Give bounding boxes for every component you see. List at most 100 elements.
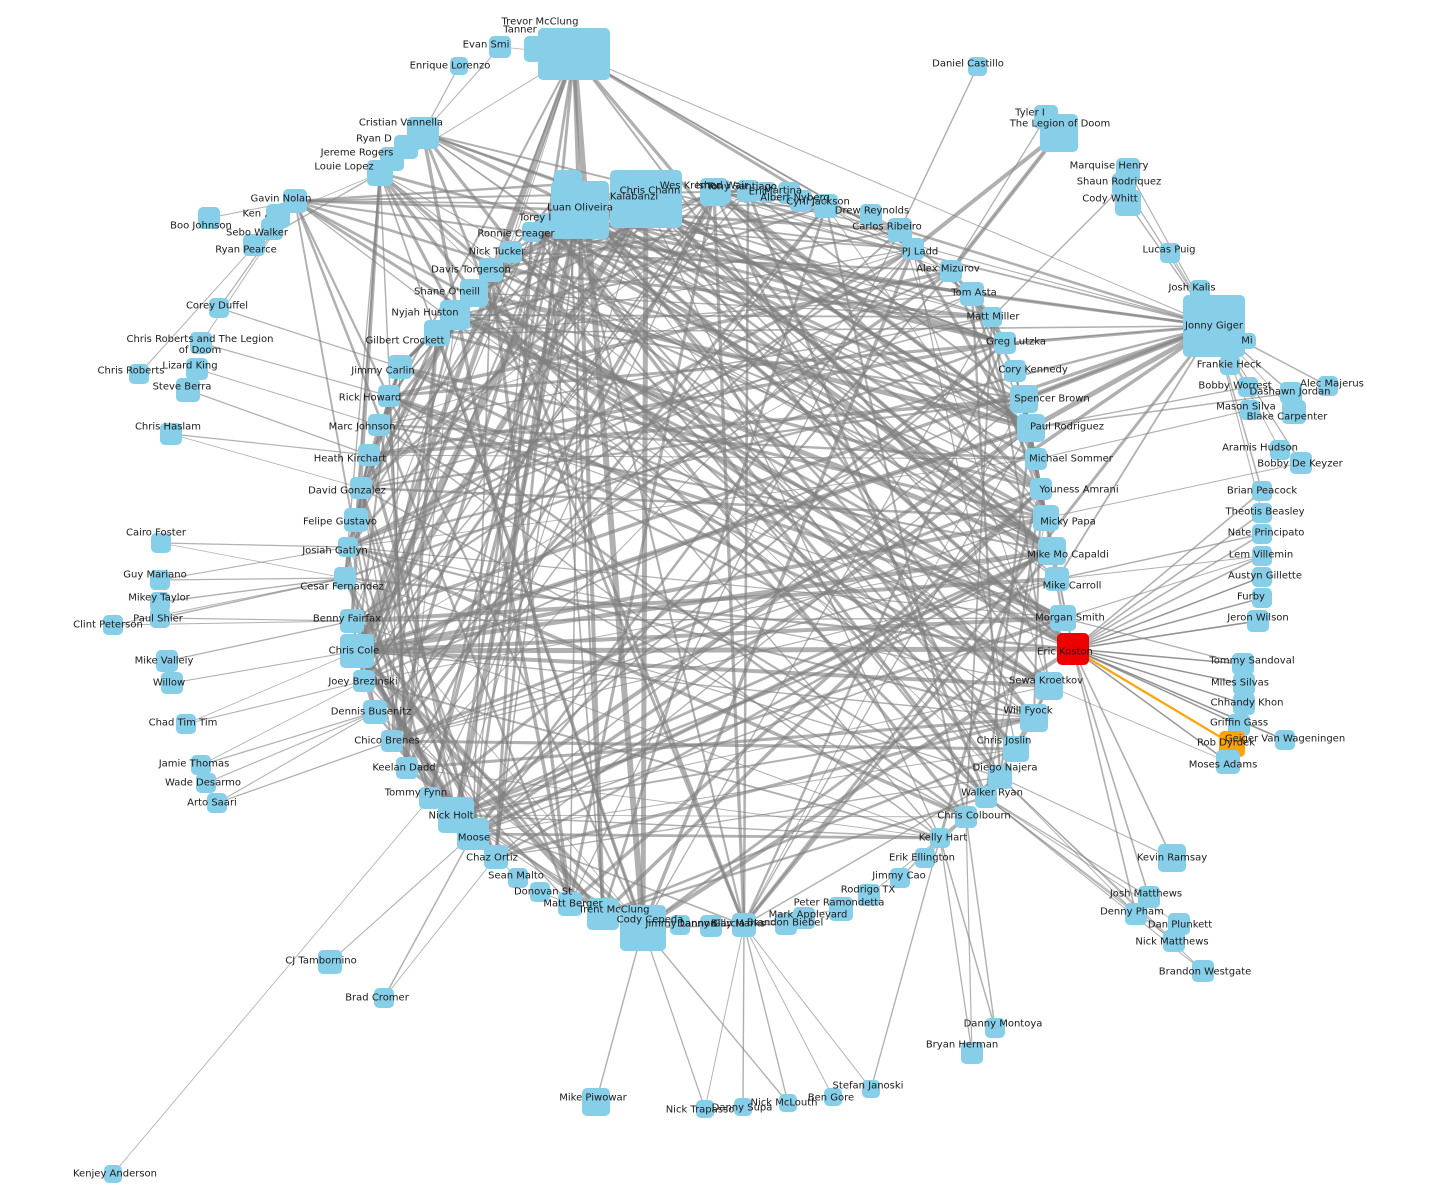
graph-node[interactable] (104, 1165, 122, 1183)
graph-node[interactable] (419, 787, 441, 809)
graph-node[interactable] (1220, 355, 1240, 375)
graph-node[interactable] (1252, 546, 1272, 566)
graph-node[interactable] (793, 907, 815, 929)
graph-node[interactable] (190, 332, 212, 354)
graph-node[interactable] (1040, 114, 1078, 152)
graph-node[interactable] (381, 730, 403, 752)
graph-node[interactable] (930, 828, 950, 848)
graph-node[interactable] (1138, 886, 1160, 908)
graph-node[interactable] (344, 508, 368, 532)
graph-node[interactable] (1216, 750, 1240, 774)
graph-node[interactable] (176, 714, 196, 734)
graph-node[interactable] (1233, 693, 1255, 715)
graph-node[interactable] (734, 1098, 752, 1116)
graph-node[interactable] (700, 915, 722, 937)
graph-node[interactable] (340, 609, 364, 633)
graph-node[interactable] (1010, 385, 1038, 413)
graph-node[interactable] (1163, 930, 1185, 952)
graph-node[interactable] (161, 672, 183, 694)
graph-node[interactable] (902, 238, 924, 260)
graph-node[interactable] (1318, 376, 1338, 396)
graph-node[interactable] (1192, 960, 1214, 982)
graph-node[interactable] (522, 222, 542, 242)
graph-node[interactable] (1057, 633, 1089, 665)
graph-node[interactable] (955, 806, 977, 828)
graph-node[interactable] (814, 194, 838, 218)
graph-node[interactable] (994, 332, 1016, 354)
graph-node[interactable] (988, 765, 1012, 789)
graph-node[interactable] (982, 307, 1002, 327)
graph-node[interactable] (1030, 478, 1052, 500)
graph-node[interactable] (696, 1100, 714, 1118)
graph-node[interactable] (707, 180, 731, 204)
graph-node[interactable] (1270, 440, 1290, 460)
graph-node[interactable] (775, 913, 797, 935)
graph-node[interactable] (756, 182, 776, 202)
graph-node[interactable] (457, 818, 489, 850)
graph-node[interactable] (940, 260, 962, 282)
graph-node[interactable] (858, 884, 880, 906)
graph-node[interactable] (209, 298, 229, 318)
graph-node[interactable] (1275, 730, 1295, 750)
graph-node[interactable] (1232, 653, 1254, 675)
graph-node[interactable] (1183, 295, 1245, 357)
graph-node[interactable] (367, 160, 393, 186)
graph-node[interactable] (156, 650, 178, 672)
graph-node[interactable] (103, 615, 123, 635)
graph-node[interactable] (551, 181, 609, 239)
graph-node[interactable] (890, 868, 910, 888)
graph-node[interactable] (732, 913, 756, 937)
graph-node[interactable] (975, 786, 997, 808)
graph-node[interactable] (1050, 605, 1076, 631)
graph-node[interactable] (1003, 736, 1029, 762)
graph-node[interactable] (1017, 414, 1045, 442)
graph-node[interactable] (960, 282, 984, 306)
graph-node[interactable] (1038, 537, 1066, 565)
graph-node[interactable] (388, 355, 412, 379)
graph-node[interactable] (538, 213, 556, 231)
graph-node[interactable] (334, 567, 356, 589)
graph-node[interactable] (353, 670, 375, 692)
graph-node[interactable] (186, 358, 208, 380)
graph-node[interactable] (363, 700, 387, 724)
graph-node[interactable] (151, 533, 171, 553)
graph-node[interactable] (1158, 844, 1186, 872)
graph-node[interactable] (1033, 505, 1059, 531)
graph-node[interactable] (1020, 704, 1048, 732)
graph-node[interactable] (737, 180, 759, 202)
graph-node[interactable] (1247, 610, 1269, 632)
graph-node[interactable] (508, 868, 528, 888)
graph-node[interactable] (374, 988, 394, 1008)
graph-node[interactable] (396, 757, 418, 779)
graph-node[interactable] (1252, 503, 1272, 523)
graph-node[interactable] (961, 1042, 983, 1064)
graph-node[interactable] (198, 207, 220, 229)
graph-node[interactable] (358, 444, 380, 466)
graph-node[interactable] (350, 477, 372, 499)
graph-node[interactable] (479, 258, 503, 282)
graph-node[interactable] (530, 882, 550, 902)
graph-node[interactable] (150, 570, 170, 590)
graph-node[interactable] (558, 892, 582, 916)
graph-node[interactable] (424, 320, 450, 346)
graph-node[interactable] (1160, 243, 1180, 263)
graph-node[interactable] (582, 1088, 610, 1116)
graph-node[interactable] (779, 1094, 797, 1112)
graph-node[interactable] (340, 634, 374, 668)
graph-node[interactable] (450, 57, 468, 75)
graph-node[interactable] (1238, 377, 1258, 397)
graph-node[interactable] (985, 1018, 1005, 1038)
graph-node[interactable] (489, 36, 511, 58)
graph-node[interactable] (150, 608, 170, 628)
graph-node[interactable] (1125, 903, 1147, 925)
graph-node[interactable] (1228, 714, 1250, 736)
graph-node[interactable] (968, 57, 987, 76)
graph-node[interactable] (1290, 452, 1312, 474)
graph-node[interactable] (1115, 190, 1141, 216)
graph-node[interactable] (824, 1088, 842, 1106)
graph-node[interactable] (1168, 913, 1190, 935)
graph-node[interactable] (1282, 400, 1306, 424)
graph-node[interactable] (610, 170, 682, 228)
graph-node[interactable] (368, 414, 390, 436)
graph-node[interactable] (1004, 360, 1026, 382)
